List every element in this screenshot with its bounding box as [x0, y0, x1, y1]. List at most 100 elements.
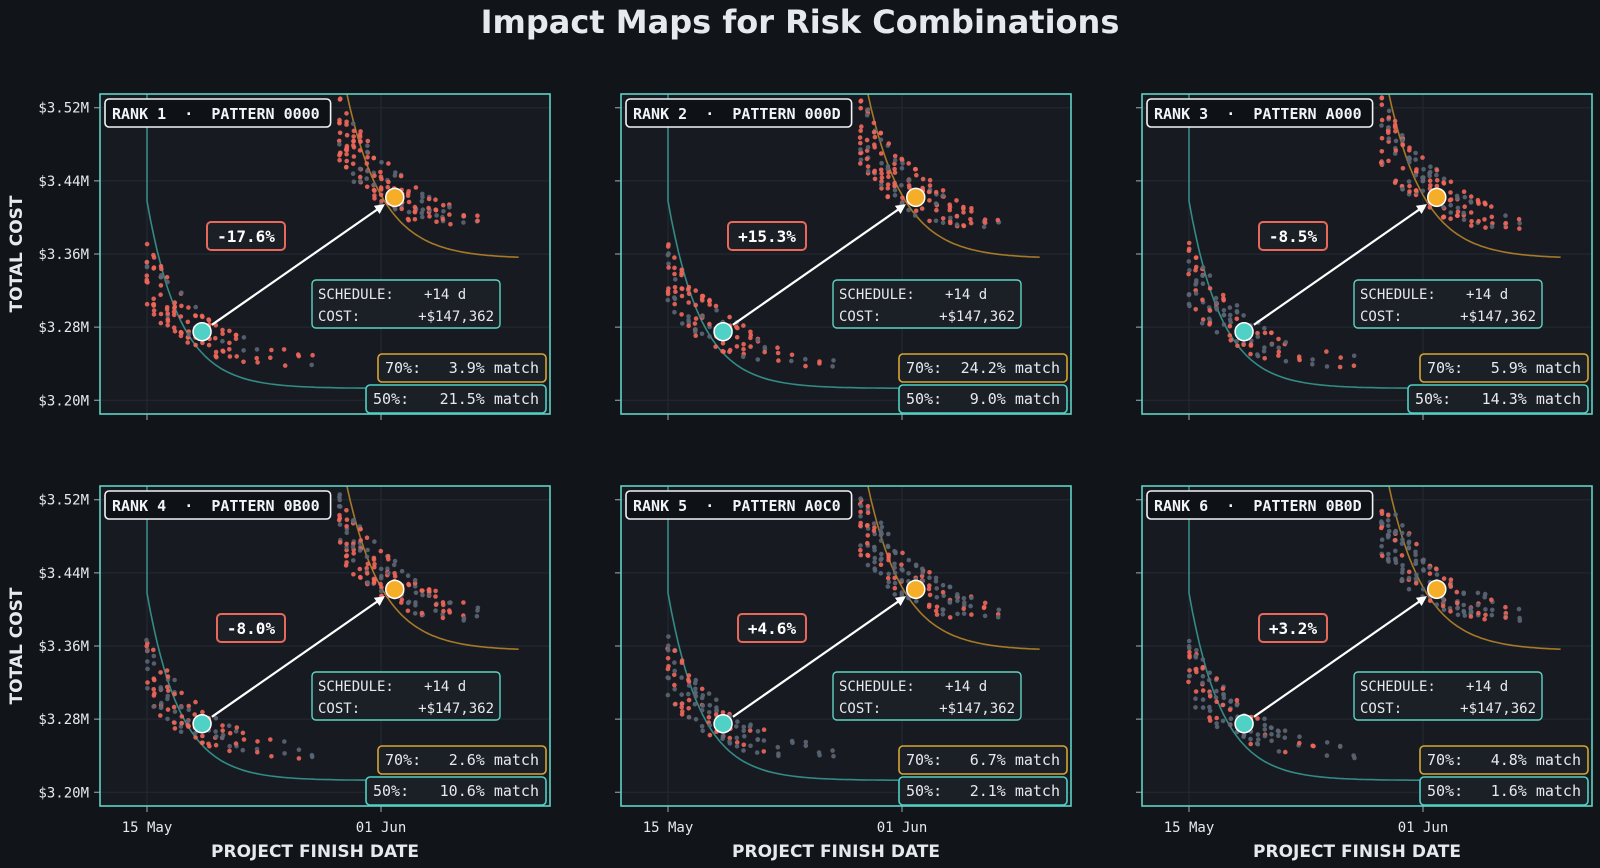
scatter-point — [1386, 115, 1392, 120]
scatter-point — [761, 727, 767, 732]
match-70-value: 6.7% match — [970, 751, 1060, 769]
scatter-point — [742, 734, 747, 739]
scatter-point — [899, 562, 904, 567]
scatter-point — [864, 156, 870, 162]
scatter-point — [879, 171, 884, 176]
scatter-point — [775, 345, 780, 351]
scatter-point — [165, 684, 170, 690]
scatter-point — [412, 204, 418, 210]
scatter-point — [1427, 173, 1432, 179]
scatter-point — [885, 166, 891, 172]
scatter-point — [1214, 699, 1219, 704]
scatter-point — [954, 594, 960, 600]
scatter-point — [1207, 322, 1212, 327]
scatter-point — [1379, 135, 1385, 141]
scatter-point — [357, 148, 363, 153]
scatter-point — [755, 357, 761, 362]
scatter-point — [420, 592, 425, 598]
scatter-point — [1413, 173, 1419, 178]
scatter-point — [1255, 732, 1261, 737]
scatter-point — [171, 704, 177, 710]
scatter-point — [234, 354, 239, 359]
scatter-point — [419, 210, 425, 216]
scatter-point — [858, 105, 863, 111]
scatter-point — [666, 675, 671, 681]
scatter-point — [1406, 546, 1412, 551]
match-50-box — [365, 776, 547, 806]
risk-trend-curve — [867, 94, 1040, 258]
scatter-point — [741, 742, 747, 748]
scatter-point — [1276, 349, 1282, 355]
scatter-point — [686, 317, 691, 323]
scatter-point — [735, 325, 740, 331]
scatter-point — [1310, 743, 1315, 749]
scatter-point — [1434, 572, 1440, 577]
scatter-point — [1193, 696, 1198, 701]
scatter-point — [892, 166, 897, 172]
scatter-point — [220, 338, 225, 344]
scatter-point — [426, 205, 431, 211]
scatter-point — [172, 726, 178, 731]
scatter-point — [673, 289, 678, 295]
scatter-point — [913, 563, 919, 569]
scatter-point — [941, 593, 946, 599]
scatter-point — [940, 607, 946, 613]
scatter-point — [686, 673, 692, 678]
scatter-point — [900, 567, 905, 573]
scatter-point — [255, 739, 260, 744]
scatter-point — [158, 670, 163, 675]
scatter-point — [1186, 259, 1192, 264]
scatter-point — [672, 672, 677, 678]
scatter-point — [1193, 264, 1199, 270]
scatter-point — [1206, 677, 1212, 683]
scatter-point — [1482, 217, 1487, 222]
scatter-point — [165, 318, 171, 324]
scatter-point — [145, 666, 150, 672]
plot-frame — [1141, 485, 1593, 807]
scatter-point — [233, 336, 239, 342]
scatter-point — [679, 675, 684, 680]
scatter-point — [933, 608, 939, 614]
scatter-point — [892, 170, 898, 175]
cost-label: COST: — [1360, 701, 1402, 717]
scatter-point — [865, 107, 871, 112]
scatter-point — [338, 96, 343, 101]
scatter-point — [1248, 736, 1253, 742]
delta-value: -8.0% — [227, 619, 276, 638]
scatter-point — [886, 557, 891, 563]
scatter-point — [351, 154, 357, 159]
y-tick-label: $3.52M — [38, 101, 89, 117]
scatter-point — [1283, 749, 1288, 755]
scatter-point — [686, 683, 692, 688]
scatter-point — [336, 138, 342, 144]
scatter-point — [178, 729, 184, 735]
scatter-point — [713, 712, 719, 717]
scatter-point — [419, 199, 425, 204]
scatter-point — [172, 329, 178, 334]
scatter-point — [926, 189, 932, 195]
scatter-point — [1200, 273, 1205, 279]
scatter-point — [859, 124, 864, 129]
scatter-point — [969, 595, 974, 601]
scatter-point — [699, 724, 705, 729]
scatter-point — [178, 329, 184, 335]
scatter-point — [1503, 213, 1508, 218]
scatter-point — [1193, 666, 1199, 672]
cost-label: COST: — [839, 309, 881, 325]
baseline-point — [713, 713, 733, 734]
scatter-point — [920, 570, 925, 576]
scatter-point — [433, 197, 438, 202]
rank-label: RANK 5 · PATTERN A0C0 — [633, 497, 841, 515]
scatter-point — [686, 286, 691, 292]
scatter-point — [679, 712, 685, 717]
scatter-point — [144, 277, 150, 283]
y-tick-label: $3.28M — [38, 320, 89, 336]
scatter-point — [1254, 741, 1260, 746]
schedule-label: SCHEDULE: — [839, 679, 915, 695]
scatter-point — [1186, 240, 1192, 246]
scatter-point — [1392, 124, 1398, 130]
scatter-point — [1276, 336, 1281, 342]
scatter-point — [666, 261, 671, 267]
x-tick-label: 01 Jun — [1398, 820, 1449, 836]
scatter-point — [727, 741, 733, 746]
